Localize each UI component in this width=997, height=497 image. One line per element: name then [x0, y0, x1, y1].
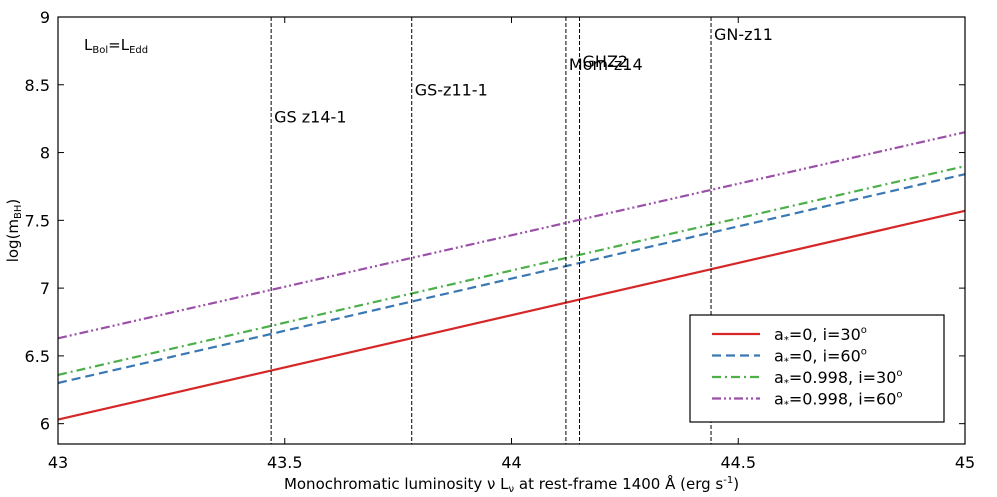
x-axis-label: Monochromatic luminosity ν Lν at rest-fr…: [284, 474, 739, 495]
x-tick-label: 43: [48, 453, 68, 472]
legend-entry: a*=0, i=30o: [774, 325, 867, 346]
series-line-4: [57, 131, 966, 340]
marker-label: GS-z11-1: [415, 81, 488, 100]
axis-ticks: 43 43.5 44 44.5 45 6 6.5 7 7.5 8 8.5 9: [25, 8, 976, 472]
series-line-1: [57, 209, 966, 421]
y-tick-label: 6.5: [25, 347, 50, 366]
series-line-2: [57, 173, 966, 385]
y-tick-label: 7: [40, 279, 50, 298]
marker-label: GS z14-1: [274, 108, 346, 127]
legend-box: [689, 314, 945, 423]
x-tick-label: 45: [955, 453, 975, 472]
x-tick-label: 44: [501, 453, 521, 472]
y-tick-label: 8.5: [25, 76, 50, 95]
marker-label: Mom-z14: [569, 55, 643, 74]
y-tick-label: 7.5: [25, 211, 50, 230]
y-tick-label: 6: [40, 415, 50, 434]
series-lines: [57, 131, 966, 421]
marker-label: GHZ2: [583, 52, 629, 71]
y-axis-label: log(mBH): [4, 199, 24, 263]
legend-entry: a*=0.998, i=30o: [774, 368, 903, 389]
legend-entry: a*=0, i=60o: [774, 347, 867, 368]
x-tick-label: 44.5: [720, 453, 756, 472]
y-tick-label: 8: [40, 144, 50, 163]
eddington-annotation: LBol=LEdd: [84, 36, 148, 56]
marker-label: GN-z11: [714, 25, 773, 44]
x-tick-label: 43.5: [267, 453, 303, 472]
y-tick-label: 9: [40, 8, 50, 27]
series-line-3: [57, 165, 966, 376]
legend-entry: a*=0.998, i=60o: [774, 390, 903, 411]
